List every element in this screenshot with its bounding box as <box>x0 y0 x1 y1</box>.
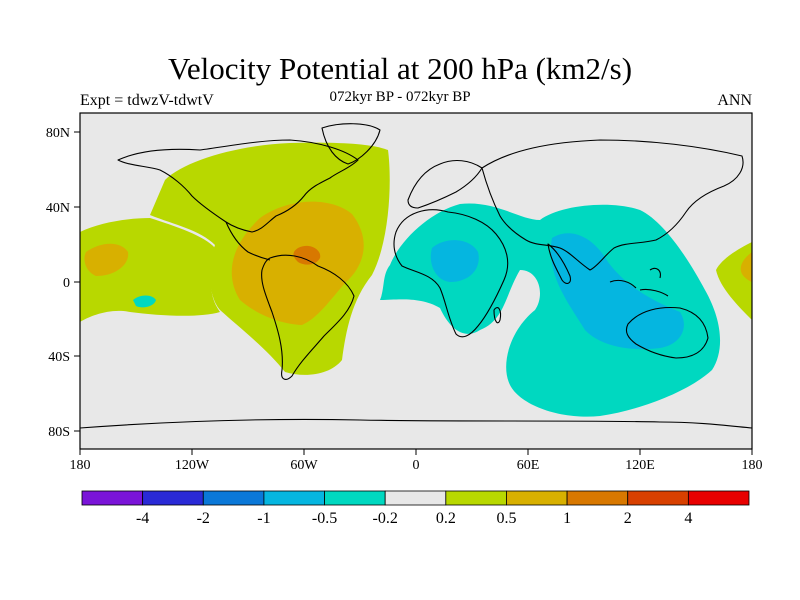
lat-tick-label: 80S <box>48 425 70 440</box>
experiment-label: Expt = tdwzV-tdwtV <box>80 92 214 109</box>
colorbar-swatch <box>566 490 629 506</box>
contour-fields <box>80 123 752 429</box>
colorbar-label: 4 <box>684 510 692 527</box>
colorbar-label: -1 <box>257 510 270 527</box>
colorbar-swatch <box>506 490 568 506</box>
lat-tick-label: 40N <box>46 201 70 216</box>
lat-tick-label: 80N <box>46 126 70 141</box>
contour-fill-0.2-0.5 <box>80 218 220 322</box>
colorbar-label: 2 <box>624 510 632 527</box>
season-label: ANN <box>717 92 752 109</box>
lon-tick-label: 60W <box>290 458 318 473</box>
lon-tick-label: 120W <box>175 458 210 473</box>
colorbar-swatch <box>202 490 265 506</box>
colorbar-label: -2 <box>197 510 210 527</box>
contour-fill-neg1-neg0.5 <box>550 233 684 350</box>
colorbar-label: 0.2 <box>436 510 456 527</box>
contour-fill-neg1-neg0.5 <box>430 240 479 282</box>
lon-axis <box>79 449 753 455</box>
lon-tick-label: 180 <box>742 458 763 473</box>
colorbar-swatch <box>445 490 507 506</box>
lat-axis <box>74 131 80 432</box>
contour-fill-0.5-1 <box>740 252 752 282</box>
lat-tick-label: 0 <box>63 276 70 291</box>
colorbar-label: -0.5 <box>312 510 337 527</box>
colorbar-label: 0.5 <box>496 510 516 527</box>
colorbar-swatch <box>142 490 204 506</box>
colorbar-label: -4 <box>136 510 149 527</box>
colorbar: -4 -2 -1 -0.5 -0.2 0.2 0.5 1 2 4 <box>81 490 750 527</box>
colorbar-swatch <box>687 490 750 506</box>
lat-tick-label: 40S <box>48 350 70 365</box>
lon-tick-label: 120E <box>625 458 655 473</box>
contour-fill-0.5-1 <box>231 201 364 325</box>
map-subtitle: 072kyr BP - 072kyr BP <box>329 89 471 105</box>
colorbar-swatch <box>81 490 144 506</box>
contour-fill-0.5-1 <box>84 243 129 276</box>
coastlines <box>80 123 752 429</box>
colorbar-swatch <box>324 490 386 506</box>
contour-fill-neg0.5-neg0.2 <box>455 205 482 219</box>
contour-fill-1-2 <box>293 245 321 265</box>
lon-tick-label: 60E <box>517 458 540 473</box>
colorbar-label: -0.2 <box>373 510 398 527</box>
map-title: Velocity Potential at 200 hPa (km2/s) <box>167 51 633 86</box>
colorbar-swatch <box>627 490 689 506</box>
lon-tick-label: 0 <box>413 458 420 473</box>
colorbar-label: 1 <box>563 510 571 527</box>
contour-fill-neg0.5-neg0.2 <box>133 295 156 308</box>
lon-tick-label: 180 <box>70 458 91 473</box>
colorbar-swatch <box>263 490 325 506</box>
colorbar-swatch <box>384 490 447 506</box>
